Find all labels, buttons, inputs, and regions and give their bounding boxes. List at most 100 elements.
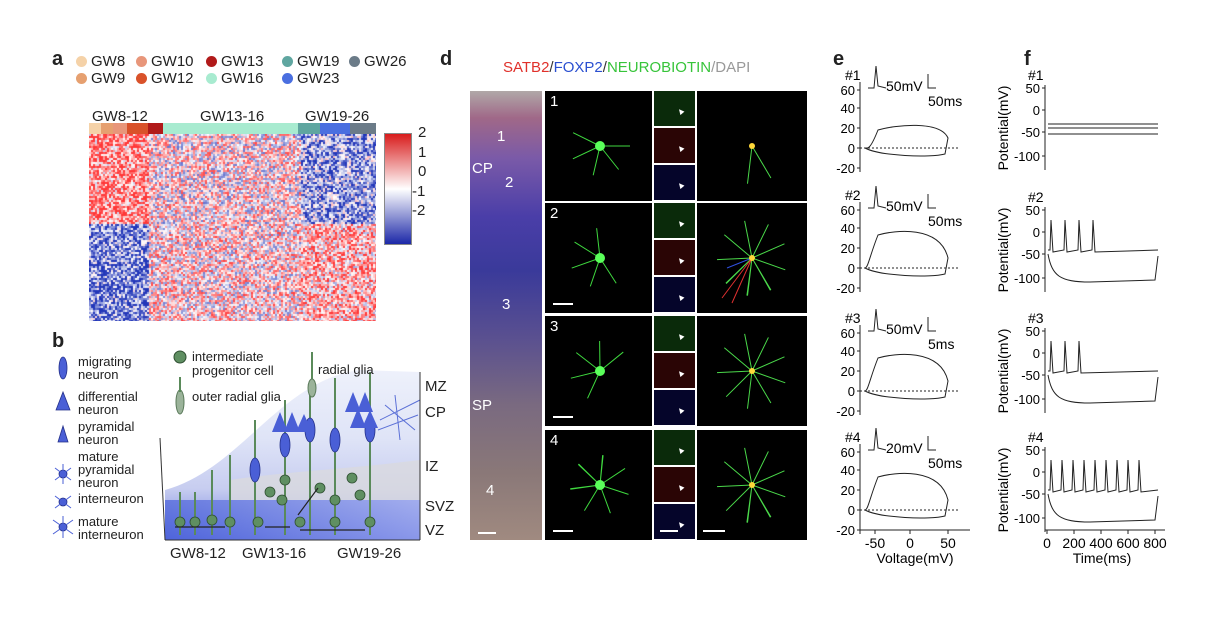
zone-cp: CP	[425, 404, 446, 421]
y-tick-label: 50	[1026, 443, 1040, 458]
colorbar-tick-2: 2	[418, 124, 427, 141]
scale-bar-icon	[927, 436, 936, 451]
annot-gw16	[163, 123, 298, 134]
neuron-drawing	[570, 340, 624, 399]
stain-title-part-1: /	[549, 59, 554, 76]
y-tick-label: 50	[1026, 203, 1040, 218]
cell-type-line: pyramidal	[78, 419, 135, 434]
legend-label: GW16	[221, 70, 264, 87]
annot-gw26	[350, 123, 376, 134]
y-tick-label: -100	[1014, 392, 1040, 407]
annot-gw9	[101, 123, 113, 134]
arrowhead-icon: ▲	[673, 104, 688, 118]
channel-tile-4-2: ▲	[654, 467, 695, 502]
cell-type-5: interneuron	[78, 492, 144, 505]
legend-swatch	[206, 56, 217, 67]
legend-swatch	[76, 73, 87, 84]
reconstruction-image-1	[697, 91, 807, 201]
arrowhead-icon: ▲	[673, 480, 688, 494]
scale-bar-icon	[927, 74, 936, 89]
y-tick-label: -100	[1014, 511, 1040, 526]
neuron-drawing	[572, 132, 630, 176]
y-tick-label: 50	[1026, 324, 1040, 339]
annot-gw19	[298, 123, 320, 134]
trace-depolarizing	[1048, 219, 1159, 253]
arrowhead-icon: ▲	[673, 517, 688, 531]
x-tick-label: 800	[1143, 535, 1167, 551]
cell-num-1: 1	[497, 128, 506, 145]
legend-item-gw13: GW13	[206, 53, 264, 70]
x-tick-label: 400	[1089, 535, 1113, 551]
legend-label: GW12	[151, 70, 194, 87]
panel-label-f: f	[1024, 48, 1031, 70]
y-tick-label: 60	[841, 203, 855, 218]
neurobiotin-image-4: 4	[545, 430, 652, 540]
legend-item-gw19: GW19	[282, 53, 340, 70]
cell-type-line: migrating	[78, 354, 132, 369]
x-axis-label: Voltage(mV)	[876, 550, 953, 566]
region-cp: CP	[472, 160, 493, 177]
legend-label: GW10	[151, 53, 194, 70]
y-tick-label: 60	[841, 445, 855, 460]
trace-depolarizing	[1048, 459, 1159, 493]
v-scale: 20mV	[886, 440, 923, 456]
cell-type-line: neuron	[78, 432, 119, 447]
row-number: 1	[550, 93, 559, 110]
x-tick-label: 0	[906, 535, 914, 551]
arrowhead-icon: ▲	[673, 253, 688, 267]
colorbar	[384, 133, 412, 245]
legend-swatch	[349, 56, 360, 67]
stain-title: SATB2/FOXP2/NEUROBIOTIN/DAPI	[503, 59, 750, 76]
legend-swatch	[206, 73, 217, 84]
y-tick-label: 40	[841, 101, 855, 116]
cell-type-line: neuron	[78, 367, 119, 382]
y-tick-label: -50	[1021, 247, 1040, 262]
cell-type-line: differential	[78, 389, 138, 404]
y-tick-label: 60	[841, 326, 855, 341]
y-tick-label: -50	[1021, 368, 1040, 383]
panel-label-e: e	[833, 48, 845, 70]
svz-band	[230, 460, 420, 500]
trace-hyperpolarizing	[1047, 253, 1159, 283]
legend-item-gw16: GW16	[206, 70, 264, 87]
iv-loop	[864, 353, 949, 400]
x-tick-label: -50	[865, 535, 885, 551]
v-scale: 50mV	[886, 321, 923, 337]
iv-loop	[864, 472, 949, 519]
neurobiotin-image-2: 2	[545, 203, 652, 313]
cell-type-line: interneuron	[78, 491, 144, 506]
y-tick-label: -100	[1014, 271, 1040, 286]
annot-gw13	[148, 123, 163, 134]
scale-bar-small	[660, 530, 678, 532]
legend-label: GW13	[221, 53, 264, 70]
spike-inset	[868, 185, 887, 209]
reconstruction-drawing	[746, 143, 772, 184]
reconstruction-drawing	[717, 447, 786, 523]
scale-bar-recon	[703, 530, 725, 532]
x-tick-label: 0	[1043, 535, 1051, 551]
colorbar-tick-neg2: -2	[412, 202, 426, 219]
cell-id: #1	[1028, 67, 1044, 83]
y-tick-label: 0	[848, 503, 855, 518]
neurobiotin-image-1: 1	[545, 91, 652, 201]
t-scale: 50ms	[928, 455, 962, 471]
y-tick-label: 50	[1026, 81, 1040, 96]
channel-tile-1-2: ▲	[654, 128, 695, 163]
y-tick-label: 0	[848, 384, 855, 399]
legend-swatch	[76, 56, 87, 67]
y-tick-label: 0	[1033, 225, 1040, 240]
cell-num-3: 3	[502, 296, 511, 313]
legend-item-gw23: GW23	[282, 70, 340, 87]
y-tick-label: 20	[841, 364, 855, 379]
legend-swatch	[136, 56, 147, 67]
org-label: outer radial glia	[192, 389, 281, 404]
x-axis-label: Time(ms)	[1073, 550, 1132, 566]
channel-tile-3-1: ▲	[654, 316, 695, 351]
zone-iz: IZ	[425, 458, 439, 475]
arrowhead-icon: ▲	[673, 366, 688, 380]
cell-type-2: differential neuron	[78, 390, 138, 416]
y-tick-label: 0	[1033, 346, 1040, 361]
spike-inset	[868, 65, 887, 89]
legend-item-gw9: GW9	[76, 70, 125, 87]
scale-bar	[553, 530, 573, 532]
